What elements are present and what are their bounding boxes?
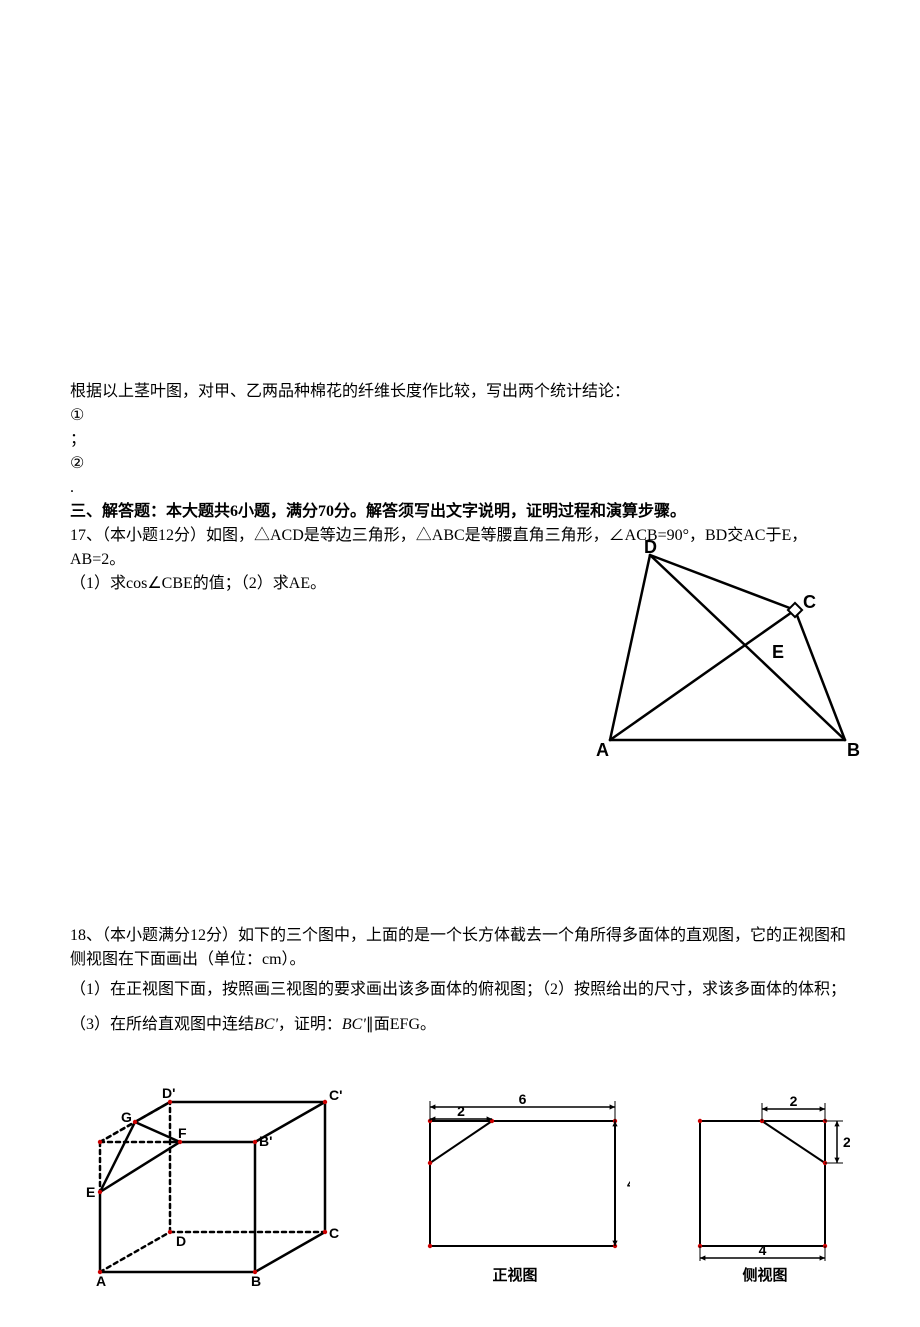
svg-text:B: B [251,1273,261,1287]
svg-text:B': B' [259,1133,272,1149]
svg-text:A: A [96,1273,106,1287]
svg-text:E: E [772,642,784,662]
q18-text2: （1）在正视图下面，按照画三视图的要求画出该多面体的俯视图；（2）按照给出的尺寸… [70,972,850,1042]
svg-text:4: 4 [759,1242,767,1258]
svg-text:4: 4 [627,1175,630,1191]
q18-text1: 18、（本小题满分12分）如下的三个图中，上面的是一个长方体截去一个角所得多面体… [70,924,850,972]
svg-text:2: 2 [790,1093,798,1109]
blank-1-label: ① [70,404,850,428]
svg-text:2: 2 [457,1103,465,1119]
q18-t2a: （1）在正视图下面，按照画三视图的要求画出该多面体的俯视图；（2）按照给出的尺寸… [70,981,846,1033]
svg-text:D: D [176,1233,186,1249]
circled-1: ① [70,404,84,428]
svg-text:C: C [329,1225,339,1241]
blank-2-label: ② [70,452,850,476]
svg-text:A: A [596,740,609,760]
oblique-col: A B C D B' C' D' E F G [70,1072,350,1287]
side-caption: 侧视图 [742,1265,787,1288]
blank-1-sep: ； [70,428,850,452]
q18-t2b: ，证明： [278,1016,342,1033]
svg-text:6: 6 [519,1091,527,1107]
svg-text:E: E [86,1184,95,1200]
svg-text:B: B [847,740,860,760]
q18-bc2: BC' [342,1016,366,1033]
svg-text:D: D [644,540,657,557]
svg-text:C': C' [329,1087,342,1103]
blank-2-end: . [70,476,850,500]
svg-text:F: F [178,1125,187,1141]
front-view-figure: 6 2 4 [400,1091,630,1261]
side-col: 2 2 4 侧视图 [680,1091,850,1288]
svg-text:2: 2 [843,1134,850,1150]
q17-container: 17、（本小题12分）如图，△ACD是等边三角形，△ABC是等腰直角三角形，∠A… [70,524,850,784]
q17-figure: A B C D E [580,540,860,760]
front-caption: 正视图 [492,1265,537,1288]
front-col: 6 2 4 正视图 [400,1091,630,1288]
q18-bc1: BC' [254,1016,278,1033]
side-view-figure: 2 2 4 [680,1091,850,1261]
stem-leaf-instruction: 根据以上茎叶图，对甲、乙两品种棉花的纤维长度作比较，写出两个统计结论： [70,380,850,404]
q18-t2c: ∥面EFG。 [366,1016,436,1033]
circled-2: ② [70,452,84,476]
svg-text:C: C [803,592,816,612]
svg-text:D': D' [162,1085,175,1101]
oblique-figure: A B C D B' C' D' E F G [70,1072,350,1287]
svg-text:G: G [121,1109,132,1125]
q18-fig-row: A B C D B' C' D' E F G 6 2 4 正视图 2 2 4 侧视图 [70,1072,850,1287]
section-3-heading: 三、解答题：本大题共6小题，满分70分。解答须写出文字说明，证明过程和演算步骤。 [70,500,850,524]
